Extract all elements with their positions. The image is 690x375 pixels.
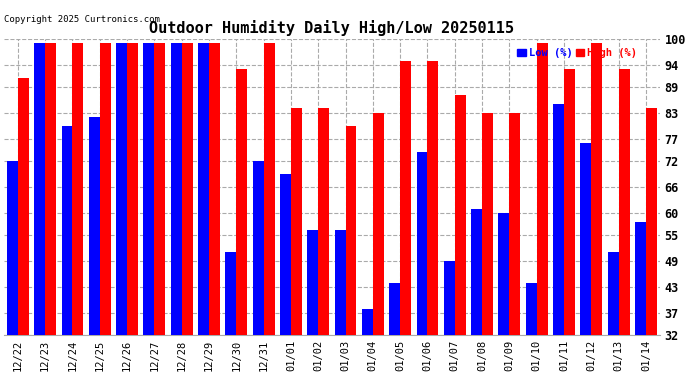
Bar <box>18 78 29 375</box>
Bar <box>116 43 127 375</box>
Bar <box>61 126 72 375</box>
Bar <box>170 43 181 375</box>
Bar <box>608 252 619 375</box>
Bar <box>509 113 520 375</box>
Bar <box>444 261 455 375</box>
Bar <box>537 43 548 375</box>
Bar <box>362 309 373 375</box>
Bar <box>646 108 657 375</box>
Bar <box>346 126 357 375</box>
Bar <box>635 222 646 375</box>
Bar <box>400 61 411 375</box>
Bar <box>553 104 564 375</box>
Bar <box>72 43 83 375</box>
Bar <box>226 252 236 375</box>
Bar <box>144 43 155 375</box>
Bar <box>307 230 318 375</box>
Bar <box>155 43 166 375</box>
Bar <box>417 152 428 375</box>
Bar <box>591 43 602 375</box>
Bar <box>318 108 329 375</box>
Bar <box>280 174 291 375</box>
Bar <box>389 282 400 375</box>
Bar <box>580 143 591 375</box>
Bar <box>198 43 209 375</box>
Bar <box>209 43 220 375</box>
Bar <box>253 160 264 375</box>
Bar <box>100 43 110 375</box>
Bar <box>181 43 193 375</box>
Bar <box>7 160 18 375</box>
Bar <box>335 230 346 375</box>
Bar <box>564 69 575 375</box>
Bar <box>89 117 100 375</box>
Bar <box>482 113 493 375</box>
Text: Copyright 2025 Curtronics.com: Copyright 2025 Curtronics.com <box>4 15 160 24</box>
Bar <box>373 113 384 375</box>
Bar <box>455 95 466 375</box>
Bar <box>264 43 275 375</box>
Bar <box>127 43 138 375</box>
Bar <box>291 108 302 375</box>
Bar <box>236 69 247 375</box>
Bar <box>498 213 509 375</box>
Bar <box>619 69 629 375</box>
Bar <box>428 61 438 375</box>
Legend: Low (%), High (%): Low (%), High (%) <box>513 44 641 62</box>
Title: Outdoor Humidity Daily High/Low 20250115: Outdoor Humidity Daily High/Low 20250115 <box>149 20 514 36</box>
Bar <box>45 43 56 375</box>
Bar <box>471 209 482 375</box>
Bar <box>34 43 45 375</box>
Bar <box>526 282 537 375</box>
